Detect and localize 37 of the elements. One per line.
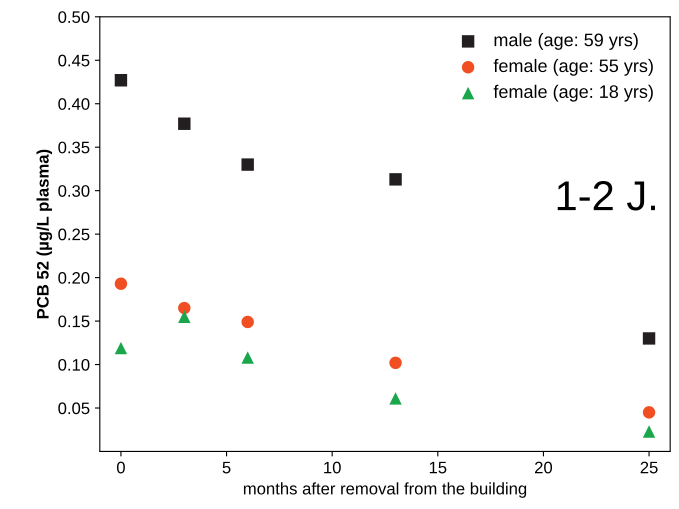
y-tick-label: 0.35 <box>58 142 90 154</box>
x-tick-label: 20 <box>534 462 552 474</box>
point <box>389 392 402 405</box>
point <box>389 356 402 370</box>
point <box>241 351 254 364</box>
y-tick-label: 0.30 <box>58 185 90 197</box>
point <box>114 277 128 290</box>
point <box>178 118 191 130</box>
point <box>389 173 402 186</box>
point <box>114 74 128 86</box>
point <box>178 302 191 314</box>
y-tick-label: 0.50 <box>58 11 90 23</box>
y-tick-label: 0.05 <box>58 402 90 414</box>
y-tick-label: 0.40 <box>58 98 90 110</box>
x-tick-label: 5 <box>222 462 230 474</box>
y-axis-title: PCB 52 (µg/L plasma) <box>36 150 52 318</box>
y-tick-label: 0.20 <box>58 272 90 284</box>
legend-label: female (age: 55 yrs) <box>494 58 653 76</box>
point <box>642 425 656 438</box>
legend-label: male (age: 59 yrs) <box>494 33 638 50</box>
point <box>241 316 254 328</box>
x-tick-label: 0 <box>116 462 125 474</box>
x-axis-title: months after removal from the building <box>244 482 526 498</box>
x-tick-label: 15 <box>430 462 446 474</box>
y-tick-label: 0.45 <box>58 54 90 66</box>
x-tick-label: 25 <box>640 462 658 474</box>
y-tick-label: 0.10 <box>58 358 90 371</box>
point <box>114 342 128 354</box>
legend-label: female (age: 18 yrs) <box>494 84 653 102</box>
y-tick-label: 0.25 <box>58 228 90 240</box>
point <box>178 310 191 323</box>
x-tick-label: 10 <box>324 462 341 474</box>
point <box>642 406 656 419</box>
annotation: 1-2 J. <box>558 181 655 211</box>
y-tick-label: 0.15 <box>58 315 90 328</box>
point <box>241 158 254 171</box>
point <box>642 332 656 345</box>
